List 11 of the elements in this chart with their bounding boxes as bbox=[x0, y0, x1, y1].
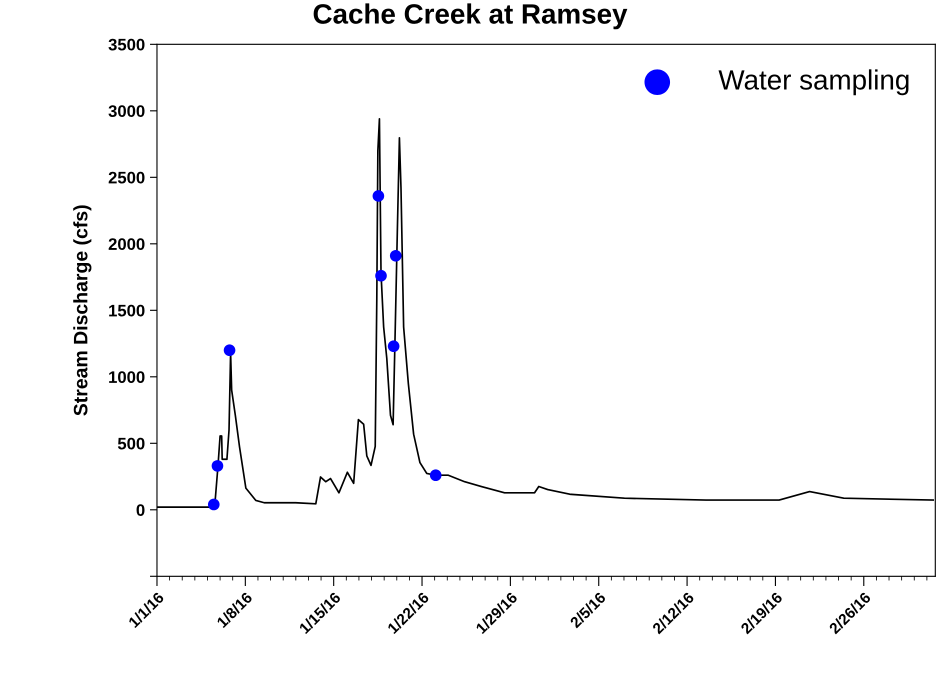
y-tick-label: 0 bbox=[136, 504, 144, 516]
y-axis-title: Stream Discharge (cfs) bbox=[73, 205, 92, 416]
y-tick-label: 1500 bbox=[109, 304, 144, 317]
chart-title: Cache Creek at Ramsey bbox=[314, 3, 628, 30]
y-tick-label: 500 bbox=[118, 438, 144, 450]
y-tick-label: 3500 bbox=[108, 38, 144, 51]
legend-label: Water sampling bbox=[718, 69, 909, 96]
y-tick-label: 2500 bbox=[108, 172, 144, 184]
y-tick-label: 2000 bbox=[108, 238, 144, 250]
y-tick-label: 1000 bbox=[109, 371, 144, 384]
y-tick-label: 3000 bbox=[108, 105, 144, 118]
